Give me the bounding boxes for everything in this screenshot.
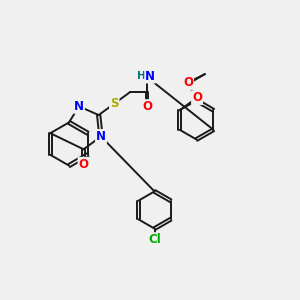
Text: N: N: [74, 100, 84, 113]
Text: N: N: [96, 130, 106, 143]
Text: H: H: [137, 71, 146, 81]
Text: Cl: Cl: [148, 233, 161, 246]
Text: O: O: [183, 76, 193, 89]
Text: O: O: [192, 91, 202, 104]
Text: O: O: [79, 158, 88, 171]
Text: N: N: [145, 70, 155, 83]
Text: S: S: [110, 97, 118, 110]
Text: O: O: [142, 100, 152, 113]
